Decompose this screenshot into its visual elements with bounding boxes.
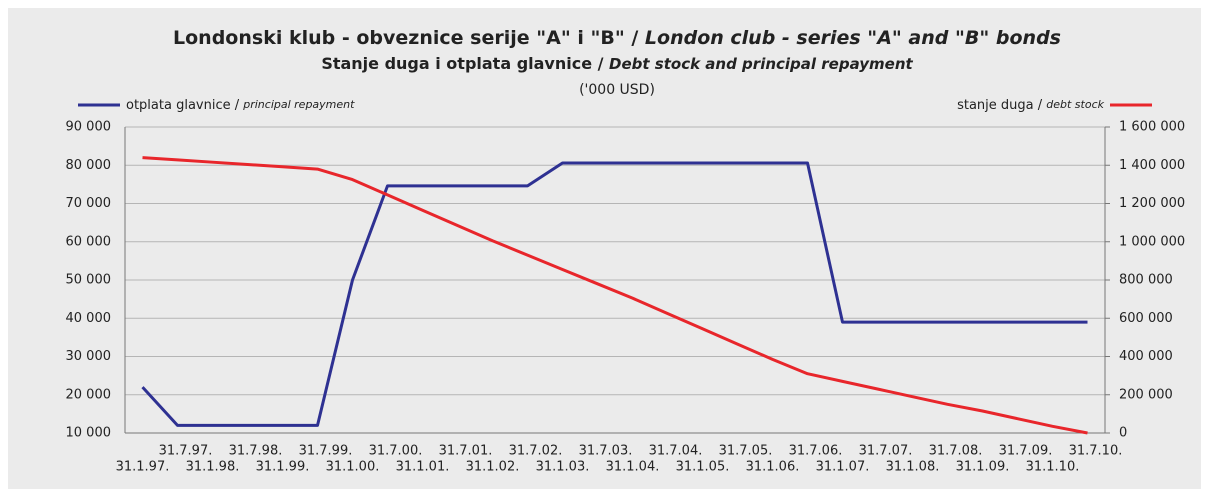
x-tick-label: 31.7.07. — [859, 444, 913, 459]
y2-tick-label: 1 400 000 — [1119, 158, 1185, 173]
x-tick-label: 31.7.99. — [299, 444, 353, 459]
subtitle: Stanje duga i otplata glavnice / Debt st… — [321, 54, 913, 73]
x-tick-label: 31.7.08. — [929, 444, 983, 459]
x-tick-label: 31.1.07. — [816, 460, 870, 475]
x-tick-label: 31.7.04. — [649, 444, 703, 459]
subtitle-local: Stanje duga i otplata glavnice / — [321, 54, 609, 73]
x-tick-label: 31.1.05. — [676, 460, 730, 475]
y-tick-label: 20 000 — [66, 387, 112, 402]
legend-entry: stanje duga / debt stock — [957, 98, 1105, 113]
y2-tick-label: 0 — [1119, 426, 1127, 441]
y-tick-label: 30 000 — [66, 349, 112, 364]
x-tick-label: 31.1.00. — [326, 460, 380, 475]
x-tick-label: 31.1.98. — [186, 460, 240, 475]
y2-tick-label: 1 600 000 — [1119, 120, 1185, 135]
x-tick-label: 31.7.10. — [1069, 444, 1123, 459]
background — [8, 8, 1201, 489]
y-tick-label: 90 000 — [66, 120, 112, 135]
legend-en: principal repayment — [242, 98, 355, 111]
y-tick-label: 10 000 — [66, 426, 112, 441]
x-tick-label: 31.1.10. — [1026, 460, 1080, 475]
x-tick-label: 31.7.98. — [229, 444, 283, 459]
y2-tick-label: 1 000 000 — [1119, 234, 1185, 249]
chart-title: Londonski klub - obveznice serije "A" i … — [173, 27, 1061, 49]
y2-tick-label: 200 000 — [1119, 387, 1173, 402]
x-tick-label: 31.1.99. — [256, 460, 310, 475]
y2-tick-label: 400 000 — [1119, 349, 1173, 364]
series-line — [141, 161, 1088, 427]
unit: ('000 USD) — [579, 82, 655, 98]
x-tick-label: 31.7.09. — [999, 444, 1053, 459]
x-tick-label: 31.1.03. — [536, 460, 590, 475]
x-tick-label: 31.7.00. — [369, 444, 423, 459]
y-tick-label: 70 000 — [66, 196, 112, 211]
x-tick-label: 31.1.02. — [466, 460, 520, 475]
subtitle-en: Debt stock and principal repayment — [609, 55, 913, 73]
legend-local: otplata glavnice / — [126, 98, 243, 113]
x-tick-label: 31.7.01. — [439, 444, 493, 459]
y-tick-label: 60 000 — [66, 234, 112, 249]
y2-tick-label: 1 200 000 — [1119, 196, 1185, 211]
x-tick-label: 31.1.97. — [116, 460, 170, 475]
legend-entry: otplata glavnice / principal repayment — [126, 98, 355, 113]
x-tick-label: 31.7.97. — [159, 444, 213, 459]
x-tick-label: 31.1.04. — [606, 460, 660, 475]
title-en: London club - series "A" and "B" bonds — [645, 27, 1061, 49]
y2-tick-label: 800 000 — [1119, 273, 1173, 288]
y-tick-label: 40 000 — [66, 311, 112, 326]
x-tick-label: 31.1.08. — [886, 460, 940, 475]
legend-local: stanje duga / — [957, 98, 1046, 113]
x-tick-label: 31.7.02. — [509, 444, 563, 459]
x-tick-label: 31.1.09. — [956, 460, 1010, 475]
y-tick-label: 50 000 — [66, 273, 112, 288]
legend-en: debt stock — [1046, 98, 1104, 111]
x-tick-label: 31.1.06. — [746, 460, 800, 475]
x-tick-label: 31.1.01. — [396, 460, 450, 475]
x-tick-label: 31.7.03. — [579, 444, 633, 459]
series-line — [142, 156, 1088, 435]
x-tick-label: 31.7.06. — [789, 444, 843, 459]
y-tick-label: 80 000 — [66, 158, 112, 173]
title-local: Londonski klub - obveznice serije "A" i … — [173, 27, 645, 49]
x-tick-label: 31.7.05. — [719, 444, 773, 459]
y2-tick-label: 600 000 — [1119, 311, 1173, 326]
